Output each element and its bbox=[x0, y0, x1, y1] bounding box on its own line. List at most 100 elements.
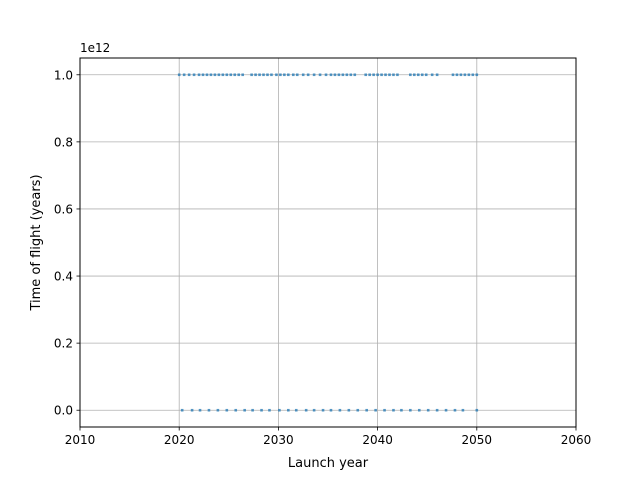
data-point bbox=[324, 73, 328, 77]
data-point bbox=[392, 408, 395, 412]
data-point bbox=[197, 73, 201, 77]
data-point bbox=[304, 408, 308, 412]
data-point bbox=[312, 408, 316, 412]
data-point bbox=[229, 73, 233, 77]
data-point bbox=[287, 408, 290, 412]
data-point bbox=[416, 73, 420, 77]
x-tick-label: 2040 bbox=[362, 433, 393, 447]
data-point bbox=[190, 408, 194, 412]
data-point bbox=[409, 73, 412, 77]
data-point bbox=[341, 73, 345, 77]
data-point bbox=[409, 408, 412, 412]
data-point bbox=[467, 73, 471, 77]
data-point bbox=[180, 408, 184, 412]
data-point bbox=[435, 408, 439, 412]
data-point bbox=[207, 408, 211, 412]
data-point bbox=[318, 73, 322, 77]
data-point bbox=[435, 73, 439, 77]
data-point bbox=[471, 73, 475, 77]
y-tick-label: 0.6 bbox=[54, 202, 73, 216]
data-point bbox=[233, 73, 237, 77]
data-point bbox=[376, 73, 379, 77]
data-point bbox=[260, 408, 263, 412]
grid-layer bbox=[79, 58, 577, 427]
data-point bbox=[198, 408, 202, 412]
y-tick-label: 0.2 bbox=[54, 337, 73, 351]
data-point bbox=[321, 408, 325, 412]
data-point bbox=[333, 73, 337, 77]
data-point bbox=[254, 73, 257, 77]
data-point bbox=[251, 408, 254, 412]
data-point bbox=[475, 408, 479, 412]
data-point bbox=[384, 73, 387, 77]
x-tick-label: 2050 bbox=[462, 433, 493, 447]
data-point bbox=[278, 408, 281, 412]
data-point bbox=[444, 408, 448, 412]
data-point bbox=[420, 73, 424, 77]
data-point bbox=[329, 73, 333, 77]
data-point bbox=[353, 73, 357, 77]
y-tick-label: 0.0 bbox=[54, 404, 73, 418]
data-point bbox=[279, 73, 282, 77]
data-point bbox=[291, 73, 295, 77]
y-tick-label: 0.4 bbox=[54, 270, 73, 284]
data-point bbox=[283, 73, 286, 77]
data-point bbox=[453, 408, 457, 412]
data-point bbox=[237, 73, 241, 77]
data-point bbox=[182, 73, 186, 77]
data-point bbox=[475, 73, 479, 77]
data-point bbox=[262, 73, 265, 77]
data-point bbox=[301, 73, 305, 77]
data-point bbox=[306, 73, 310, 77]
data-point bbox=[337, 73, 341, 77]
axis-ticks-layer: 2010 2020 2030 2040 2050 2060 0.0 0.2 0.4 0.6 0.8 1… bbox=[54, 68, 591, 447]
data-point bbox=[287, 73, 290, 77]
data-point bbox=[187, 73, 191, 77]
data-point bbox=[258, 73, 261, 77]
data-point bbox=[312, 73, 316, 77]
data-points-layer bbox=[177, 73, 479, 412]
x-tick-label: 2030 bbox=[263, 433, 294, 447]
data-point bbox=[430, 73, 434, 77]
data-point bbox=[213, 73, 217, 77]
data-point bbox=[368, 73, 371, 77]
data-point bbox=[209, 73, 213, 77]
data-point bbox=[455, 73, 459, 77]
data-point bbox=[192, 73, 196, 77]
data-point bbox=[380, 73, 383, 77]
data-point bbox=[417, 408, 421, 412]
data-point bbox=[241, 73, 244, 77]
data-point bbox=[295, 73, 299, 77]
data-point bbox=[383, 408, 386, 412]
data-point bbox=[365, 408, 368, 412]
data-point bbox=[270, 73, 273, 77]
data-point bbox=[221, 73, 225, 77]
plot-frame bbox=[79, 57, 577, 428]
data-point bbox=[205, 73, 209, 77]
data-point bbox=[461, 408, 465, 412]
y-axis-label: Time of flight (years) bbox=[29, 174, 44, 311]
x-tick-label: 2020 bbox=[164, 433, 195, 447]
data-point bbox=[345, 73, 349, 77]
data-point bbox=[338, 408, 342, 412]
data-point bbox=[243, 408, 246, 412]
data-point bbox=[372, 73, 375, 77]
y-tick-label: 0.8 bbox=[54, 135, 73, 149]
data-point bbox=[364, 73, 367, 77]
data-point bbox=[225, 408, 229, 412]
data-point bbox=[463, 73, 467, 77]
data-point bbox=[217, 73, 221, 77]
y-axis-offset-label: 1e12 bbox=[80, 41, 110, 55]
data-point bbox=[347, 408, 351, 412]
data-point bbox=[426, 408, 430, 412]
data-point bbox=[349, 73, 353, 77]
x-tick-label: 2010 bbox=[65, 433, 96, 447]
data-point bbox=[396, 73, 399, 77]
data-point bbox=[275, 73, 278, 77]
data-point bbox=[356, 408, 360, 412]
data-point bbox=[201, 73, 205, 77]
data-point bbox=[329, 408, 333, 412]
x-axis-label: Launch year bbox=[288, 456, 369, 471]
